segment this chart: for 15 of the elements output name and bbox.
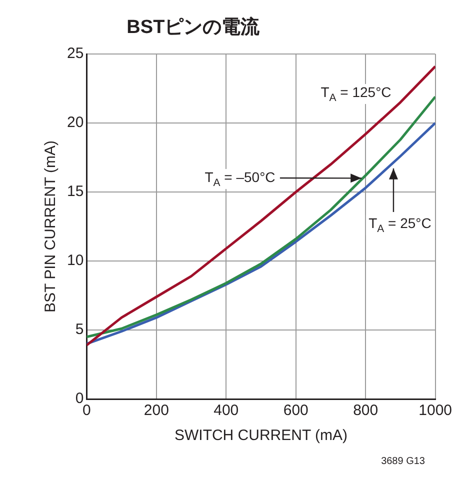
x-tick-label: 400 — [214, 402, 239, 420]
x-tick-label: 200 — [144, 402, 169, 420]
chart-title: BSTピンの電流 — [126, 16, 261, 38]
y-axis-title: BST PIN CURRENT (mA) — [42, 140, 60, 312]
y-tick-label: 0 — [75, 390, 84, 408]
x-tick-label: 1000 — [418, 402, 452, 420]
y-tick-label: 25 — [66, 45, 84, 62]
x-tick-label: 600 — [283, 402, 308, 420]
x-tick-label: 800 — [353, 402, 378, 420]
y-tick-label: 10 — [66, 252, 84, 270]
text: 3689 G13 — [381, 456, 426, 467]
x-axis-title: SWITCH CURRENT (mA) — [174, 427, 348, 444]
y-tick-label: 15 — [66, 183, 84, 200]
y-tick-label: 20 — [66, 114, 84, 132]
y-tick-label: 5 — [75, 321, 84, 338]
